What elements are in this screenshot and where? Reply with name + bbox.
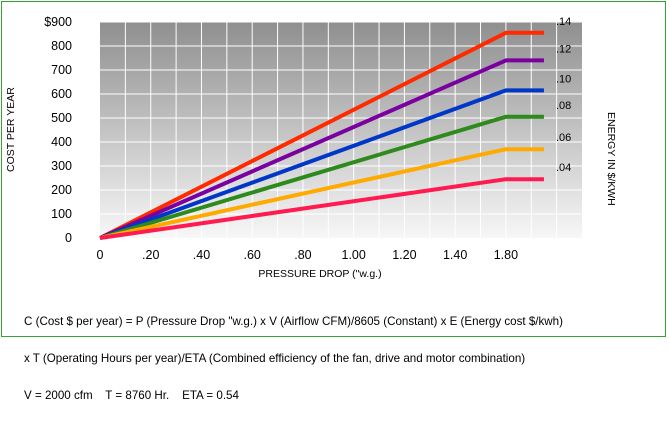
series-line-2	[99, 88, 544, 240]
x-tick-label: .60	[244, 248, 261, 262]
series-line-1	[99, 58, 544, 240]
y-tick-label: 0	[65, 231, 72, 245]
series-line-4	[99, 147, 544, 240]
series-label-4: .06	[556, 132, 571, 144]
y-tick-label: 100	[51, 207, 72, 221]
x-axis-label: PRESSURE DROP ("w.g.)	[258, 268, 381, 280]
y-tick-label: 800	[51, 39, 72, 53]
formula-caption: C (Cost $ per year) = P (Pressure Drop "…	[24, 292, 563, 426]
x-tick-label: .80	[294, 248, 311, 262]
caption-line-1: C (Cost $ per year) = P (Pressure Drop "…	[24, 315, 563, 329]
y-tick-label: 400	[51, 135, 72, 149]
series-label-0: .14	[556, 16, 571, 28]
y-tick-label: 500	[51, 111, 72, 125]
x-tick-label: 0	[97, 248, 104, 262]
figure-frame: 0 100 200 300 400 500 600 700 800 $900 0 .20 .40 .60…	[1, 1, 666, 401]
series-label-1: .12	[556, 43, 571, 55]
x-tick-label: 1.40	[443, 248, 467, 262]
x-tick-label: .20	[142, 248, 159, 262]
x-tick-label: 1.80	[494, 248, 518, 262]
y-axis-label: COST PER YEAR	[5, 87, 17, 172]
y-tick-labels: 0 100 200 300 400 500 600 700 800 $900	[44, 15, 72, 245]
series-label-5: .04	[556, 162, 571, 174]
series-label-2: .10	[556, 73, 571, 85]
y-tick-label: 200	[51, 183, 72, 197]
caption-line-3: V = 2000 cfm T = 8760 Hr. ETA = 0.54	[24, 388, 239, 402]
energy-axis-label: ENERGY IN $/KWH	[605, 112, 617, 206]
x-tick-label: 1.20	[392, 248, 416, 262]
y-tick-label: 600	[51, 87, 72, 101]
y-tick-label: 300	[51, 159, 72, 173]
series-line-3	[99, 114, 544, 240]
series-labels: .14 .12 .10 .08 .06 .04	[556, 16, 571, 174]
x-tick-label: .40	[193, 248, 210, 262]
series-line-5	[99, 177, 544, 240]
series-label-3: .08	[556, 100, 571, 112]
x-tick-label: 1.00	[342, 248, 366, 262]
caption-line-2: x T (Operating Hours per year)/ETA (Comb…	[24, 352, 526, 366]
series-lines	[99, 30, 544, 240]
series-line-0	[99, 30, 544, 240]
cost-chart: 0 100 200 300 400 500 600 700 800 $900 0 .20 .40 .60…	[5, 15, 617, 280]
y-tick-label: $900	[44, 15, 72, 29]
grid-lines	[100, 21, 582, 238]
x-tick-labels: 0 .20 .40 .60 .80 1.00 1.20 1.40 1.80	[97, 248, 519, 262]
y-tick-label: 700	[51, 63, 72, 77]
